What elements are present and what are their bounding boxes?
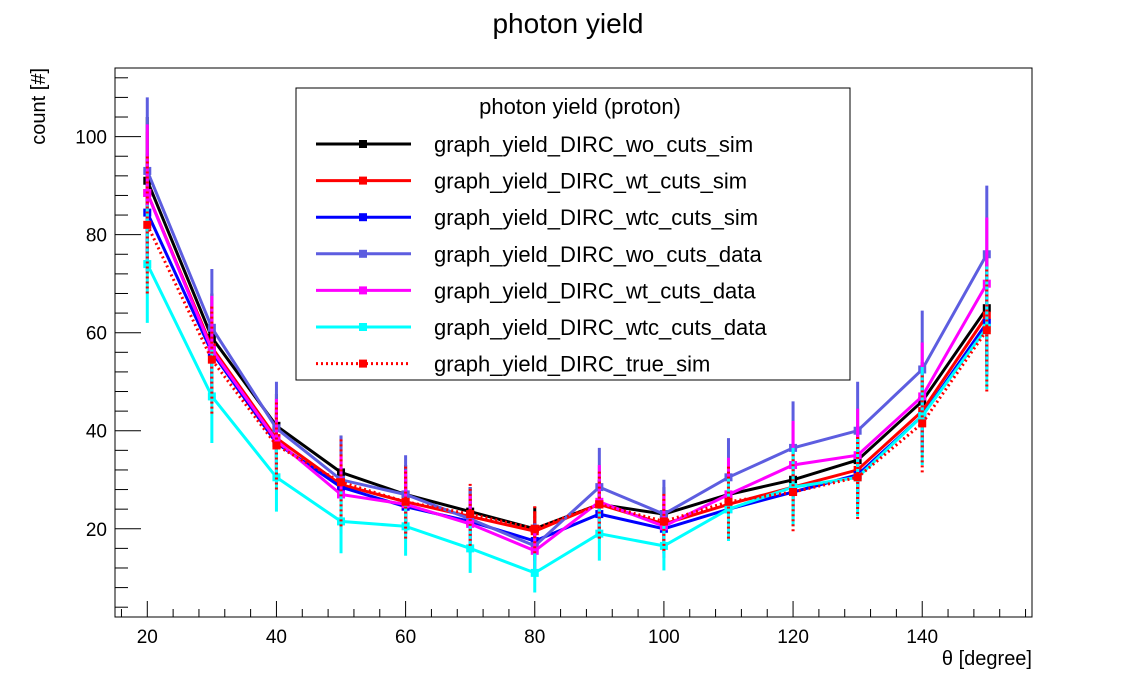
x-axis-label: θ [degree]	[942, 648, 1032, 670]
legend-label: graph_yield_DIRC_wt_cuts_sim	[434, 169, 747, 194]
x-tick-label: 100	[648, 627, 680, 648]
data-point	[595, 529, 604, 538]
data-point	[918, 419, 927, 428]
x-tick-label: 120	[777, 627, 809, 648]
data-point	[466, 544, 475, 553]
data-point	[530, 546, 539, 555]
legend-swatch-marker	[359, 323, 367, 331]
legend-label: graph_yield_DIRC_true_sim	[434, 352, 710, 377]
legend-swatch-marker	[359, 359, 367, 368]
legend-swatch-marker	[359, 213, 367, 222]
y-tick-label: 100	[75, 128, 107, 149]
data-point	[659, 541, 668, 550]
legend-label: graph_yield_DIRC_wtc_cuts_data	[434, 315, 767, 340]
data-point	[724, 497, 733, 506]
data-point	[337, 478, 346, 487]
legend-swatch-marker	[359, 286, 367, 295]
data-point	[789, 483, 798, 492]
legend-title: photon yield (proton)	[479, 94, 681, 119]
legend-label: graph_yield_DIRC_wtc_cuts_sim	[434, 205, 758, 230]
x-tick-label: 60	[395, 627, 416, 648]
y-tick-label: 60	[86, 324, 107, 345]
data-point	[401, 522, 410, 531]
data-point	[143, 260, 152, 269]
x-tick-label: 20	[137, 627, 158, 648]
legend-label: graph_yield_DIRC_wo_cuts_data	[434, 242, 763, 267]
data-point	[272, 436, 281, 445]
x-tick-label: 40	[266, 627, 287, 648]
data-point	[530, 524, 539, 533]
series-line	[145, 192, 989, 553]
legend-swatch-marker	[359, 140, 367, 148]
y-axis-label: count [#]	[28, 68, 50, 145]
plot-frame	[114, 67, 1033, 618]
data-point	[466, 510, 475, 519]
series-line	[145, 224, 989, 531]
data-point	[853, 473, 862, 482]
data-point	[530, 568, 539, 577]
data-point	[595, 500, 604, 509]
y-tick-label: 80	[86, 226, 107, 247]
legend-swatch-marker	[359, 176, 367, 185]
series-6	[143, 156, 991, 554]
chart-title: photon yield	[492, 8, 643, 39]
y-tick-label: 20	[86, 520, 107, 541]
data-point	[272, 441, 281, 450]
data-point	[337, 517, 346, 526]
x-tick-label: 80	[524, 627, 545, 648]
data-point	[272, 473, 281, 482]
legend-label: graph_yield_DIRC_wt_cuts_data	[434, 278, 756, 303]
x-tick-label: 140	[906, 627, 938, 648]
data-point	[789, 488, 798, 497]
data-point	[207, 392, 216, 401]
data-point	[401, 497, 410, 506]
legend-label: graph_yield_DIRC_wo_cuts_sim	[434, 132, 753, 157]
data-point	[724, 505, 733, 514]
data-point	[982, 326, 991, 335]
data-point	[659, 517, 668, 526]
legend-swatch-marker	[359, 249, 367, 258]
data-point	[207, 355, 216, 364]
series-line	[145, 263, 989, 575]
legend-box	[295, 87, 851, 381]
data-point	[143, 220, 152, 229]
y-tick-label: 40	[86, 422, 107, 443]
